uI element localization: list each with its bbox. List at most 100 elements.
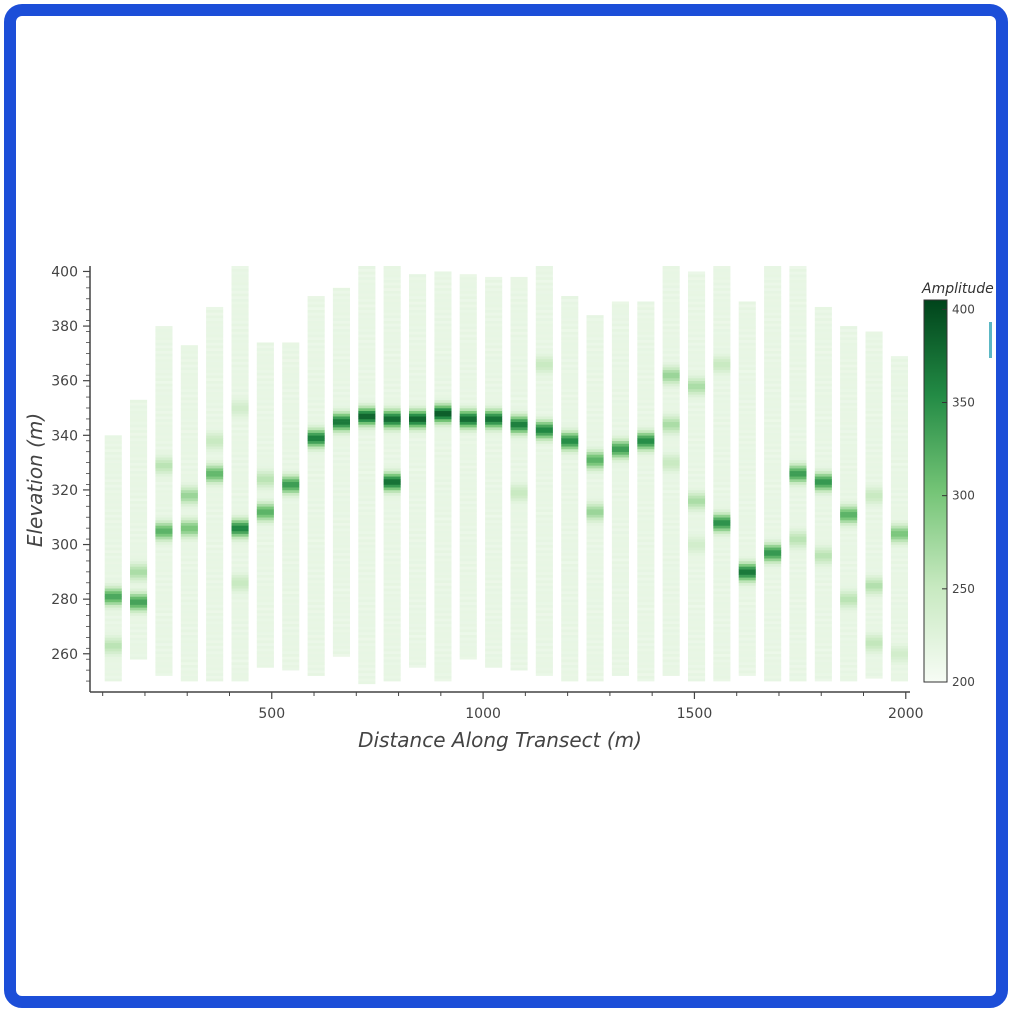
heatmap-cell [231, 503, 249, 507]
heatmap-cell [535, 672, 553, 676]
heatmap-cell [130, 550, 148, 554]
heatmap-cell [383, 500, 401, 504]
heatmap-cell [434, 637, 452, 641]
heatmap-cell [611, 402, 629, 406]
heatmap-cell [409, 593, 427, 597]
heatmap-cell [637, 489, 655, 493]
heatmap-cell [231, 337, 249, 341]
heatmap-cell [890, 656, 908, 660]
heatmap-cell [383, 610, 401, 614]
heatmap-cell [130, 525, 148, 529]
heatmap-cell [561, 656, 579, 660]
heatmap-cell [434, 468, 452, 472]
heatmap-cell [434, 511, 452, 515]
heatmap-cell [586, 448, 604, 452]
heatmap-cell [332, 552, 350, 556]
heatmap-cell [688, 506, 706, 510]
heatmap-cell [890, 506, 908, 510]
heatmap-cell [434, 457, 452, 461]
heatmap-cell [307, 618, 325, 622]
heatmap-cell [713, 328, 731, 332]
heatmap-cell [662, 503, 680, 507]
heatmap-cell [358, 484, 376, 488]
heatmap-cell [890, 457, 908, 461]
heatmap-cell [231, 320, 249, 324]
heatmap-cell [535, 345, 553, 349]
heatmap-cell [307, 334, 325, 338]
heatmap-cell [155, 397, 173, 401]
heatmap-cell [231, 541, 249, 545]
heatmap-cell [535, 274, 553, 278]
heatmap-cell [840, 645, 858, 649]
heatmap-cell [459, 599, 477, 603]
heatmap-cell [459, 304, 477, 308]
heatmap-cell [358, 356, 376, 360]
heatmap-cell [358, 369, 376, 373]
heatmap-cell [789, 468, 807, 472]
heatmap-cell [434, 418, 452, 422]
heatmap-cell [713, 618, 731, 622]
heatmap-cell [155, 547, 173, 551]
heatmap-cell [459, 618, 477, 622]
heatmap-cell [104, 509, 122, 513]
heatmap-cell [688, 525, 706, 529]
heatmap-cell [409, 659, 427, 663]
heatmap-cell [180, 358, 198, 362]
heatmap-cell [738, 506, 756, 510]
heatmap-cell [307, 555, 325, 559]
heatmap-cell [611, 476, 629, 480]
heatmap-cell [890, 367, 908, 371]
heatmap-cell [307, 640, 325, 644]
heatmap-cell [307, 353, 325, 357]
heatmap-cell [459, 301, 477, 305]
heatmap-cell [789, 629, 807, 633]
heatmap-cell [738, 629, 756, 633]
heatmap-cell [332, 306, 350, 310]
heatmap-cell [561, 604, 579, 608]
heatmap-cell [256, 421, 274, 425]
heatmap-cell [865, 350, 883, 354]
heatmap-cell [561, 577, 579, 581]
heatmap-cell [206, 604, 224, 608]
heatmap-cell [586, 500, 604, 504]
heatmap-cell [662, 287, 680, 291]
heatmap-cell [510, 399, 528, 403]
heatmap-cell [206, 342, 224, 346]
heatmap-cell [738, 618, 756, 622]
heatmap-cell [713, 661, 731, 665]
heatmap-cell [586, 451, 604, 455]
heatmap-cell [485, 604, 503, 608]
heatmap-cell [459, 353, 477, 357]
heatmap-cell [789, 484, 807, 488]
heatmap-cell [256, 440, 274, 444]
heatmap-cell [409, 293, 427, 297]
heatmap-cell [307, 612, 325, 616]
heatmap-cell [637, 388, 655, 392]
heatmap-cell [890, 574, 908, 578]
heatmap-cell [890, 544, 908, 548]
heatmap-cell [256, 451, 274, 455]
heatmap-cell [459, 566, 477, 570]
heatmap-cell [409, 637, 427, 641]
heatmap-cell [130, 599, 148, 603]
heatmap-cell [104, 536, 122, 540]
heatmap-cell [586, 637, 604, 641]
heatmap-cell [890, 470, 908, 474]
heatmap-cell [130, 489, 148, 493]
heatmap-cell [535, 361, 553, 365]
heatmap-cell [206, 416, 224, 420]
heatmap-cell [206, 459, 224, 463]
heatmap-cell [231, 489, 249, 493]
heatmap-cell [611, 618, 629, 622]
heatmap-cell [282, 454, 300, 458]
heatmap-cell [764, 369, 782, 373]
heatmap-cell [789, 427, 807, 431]
heatmap-cell [206, 443, 224, 447]
heatmap-cell [688, 353, 706, 357]
heatmap-cell [231, 659, 249, 663]
heatmap-cell [155, 427, 173, 431]
heatmap-cell [104, 487, 122, 491]
heatmap-cell [535, 397, 553, 401]
heatmap-cell [840, 446, 858, 450]
heatmap-cell [459, 653, 477, 657]
